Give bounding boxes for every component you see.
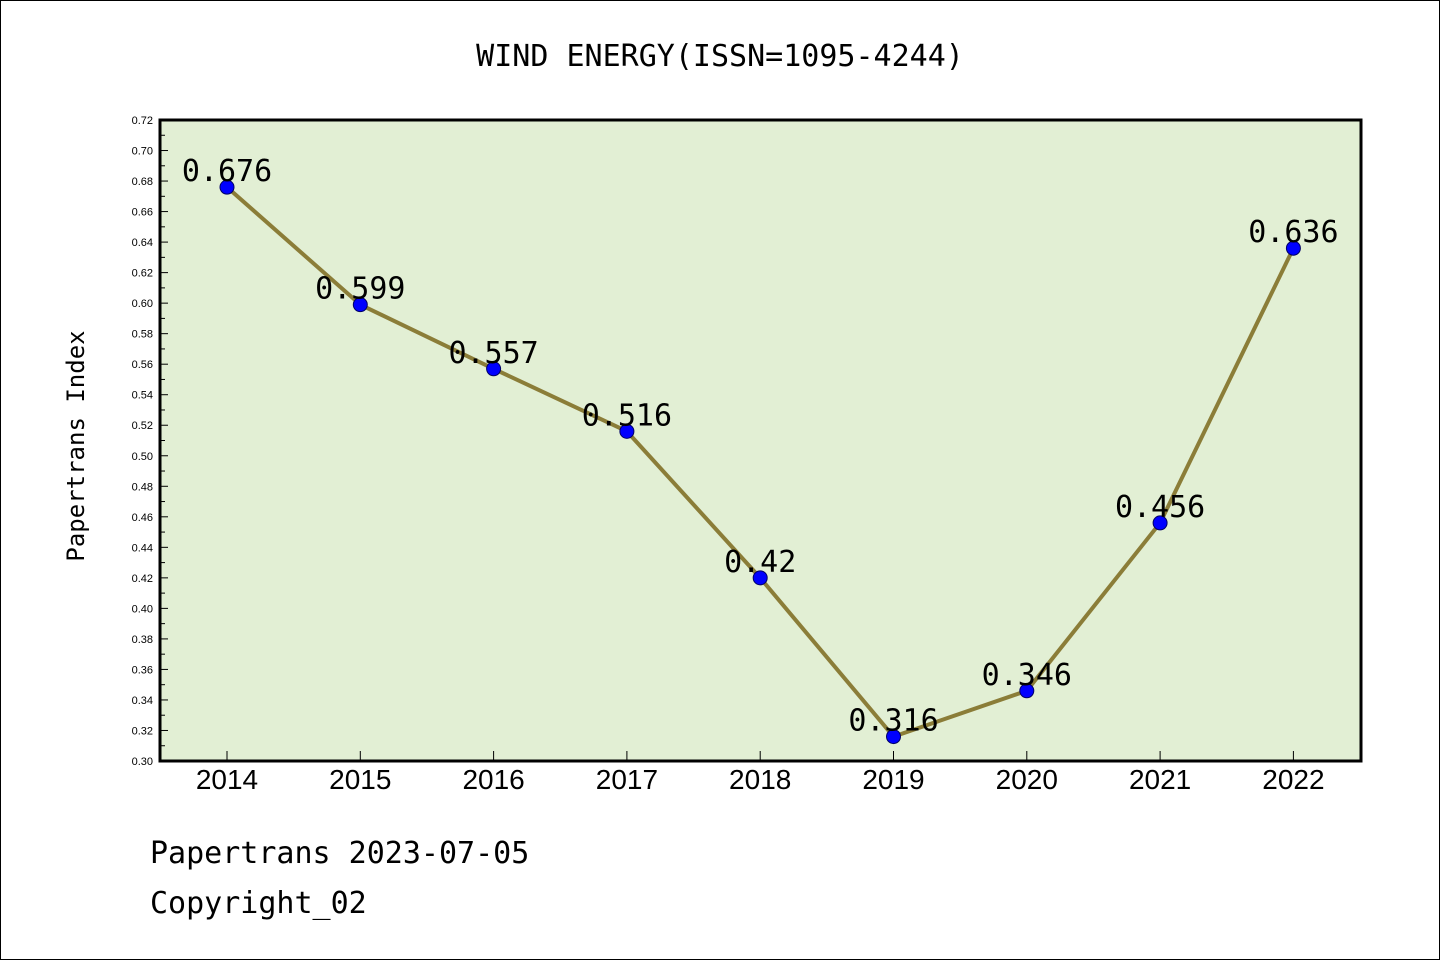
y-tick-label: 0.48	[132, 481, 153, 493]
data-label: 0.557	[448, 336, 538, 371]
y-tick-label: 0.44	[132, 542, 153, 554]
data-point-marker	[352, 297, 368, 313]
footer-date-line: Papertrans 2023-07-05	[150, 836, 530, 871]
x-tick-label: 2014	[196, 764, 258, 795]
x-tick-label: 2015	[329, 764, 391, 795]
y-tick-label: 0.30	[132, 756, 153, 768]
y-axis-label: Papertrans Index	[62, 330, 90, 561]
plot-area	[158, 118, 1363, 763]
y-tick-label: 0.70	[132, 146, 153, 158]
x-tick-label: 2019	[862, 764, 924, 795]
y-tick-label: 0.64	[132, 237, 153, 249]
data-label: 0.456	[1115, 490, 1205, 525]
x-tick-label: 2020	[996, 764, 1058, 795]
data-label: 0.346	[982, 658, 1072, 693]
y-tick-label: 0.56	[132, 359, 153, 371]
y-tick-label: 0.62	[132, 268, 153, 280]
x-tick-label: 2021	[1129, 764, 1191, 795]
data-point-marker	[1152, 515, 1168, 531]
x-tick-label: 2017	[596, 764, 658, 795]
y-tick-label: 0.42	[132, 573, 153, 585]
series-line-group	[219, 179, 1301, 745]
y-axis: 0.30 0.32 0.34 0.36 0.38 0.40 0.42 0.44 0.46 0.48…	[132, 115, 168, 768]
x-tick-label: 2016	[462, 764, 524, 795]
y-tick-label: 0.58	[132, 329, 153, 341]
data-labels: 0.676 0.599 0.557 0.516 0.42 0.316 0.346 0.456 0…	[182, 154, 1339, 738]
data-label: 0.676	[182, 154, 272, 189]
y-tick-label: 0.54	[132, 390, 153, 402]
data-point-marker	[752, 570, 768, 586]
y-tick-label: 0.32	[132, 725, 153, 737]
data-label: 0.599	[315, 272, 405, 307]
data-label: 0.42	[724, 545, 796, 580]
y-tick-label: 0.36	[132, 664, 153, 676]
footer-copyright-line: Copyright_02	[150, 886, 367, 921]
data-point-marker	[886, 729, 901, 745]
data-label: 0.636	[1248, 215, 1338, 250]
y-tick-label: 0.60	[132, 298, 153, 310]
y-tick-label: 0.72	[132, 115, 153, 127]
data-point-marker	[619, 423, 635, 439]
y-tick-label: 0.38	[132, 634, 153, 646]
y-tick-label: 0.40	[132, 603, 153, 615]
y-tick-label: 0.50	[132, 451, 153, 463]
y-tick-label: 0.34	[132, 695, 153, 707]
x-tick-label: 2022	[1262, 764, 1324, 795]
data-point-marker	[1285, 240, 1301, 256]
data-point-marker	[486, 361, 502, 377]
data-label: 0.516	[582, 398, 672, 433]
y-tick-label: 0.66	[132, 207, 153, 219]
data-point-marker	[1019, 683, 1035, 699]
y-tick-label: 0.46	[132, 512, 153, 524]
y-tick-label: 0.52	[132, 420, 153, 432]
data-label: 0.316	[848, 704, 938, 739]
x-axis: 2014 2015 2016 2017 2018 2019 2020 2021 2022	[196, 751, 1325, 795]
y-tick-label: 0.68	[132, 176, 153, 188]
data-point-marker	[219, 179, 235, 195]
chart-title: WIND ENERGY(ISSN=1095-4244)	[476, 39, 964, 74]
x-tick-label: 2018	[729, 764, 791, 795]
